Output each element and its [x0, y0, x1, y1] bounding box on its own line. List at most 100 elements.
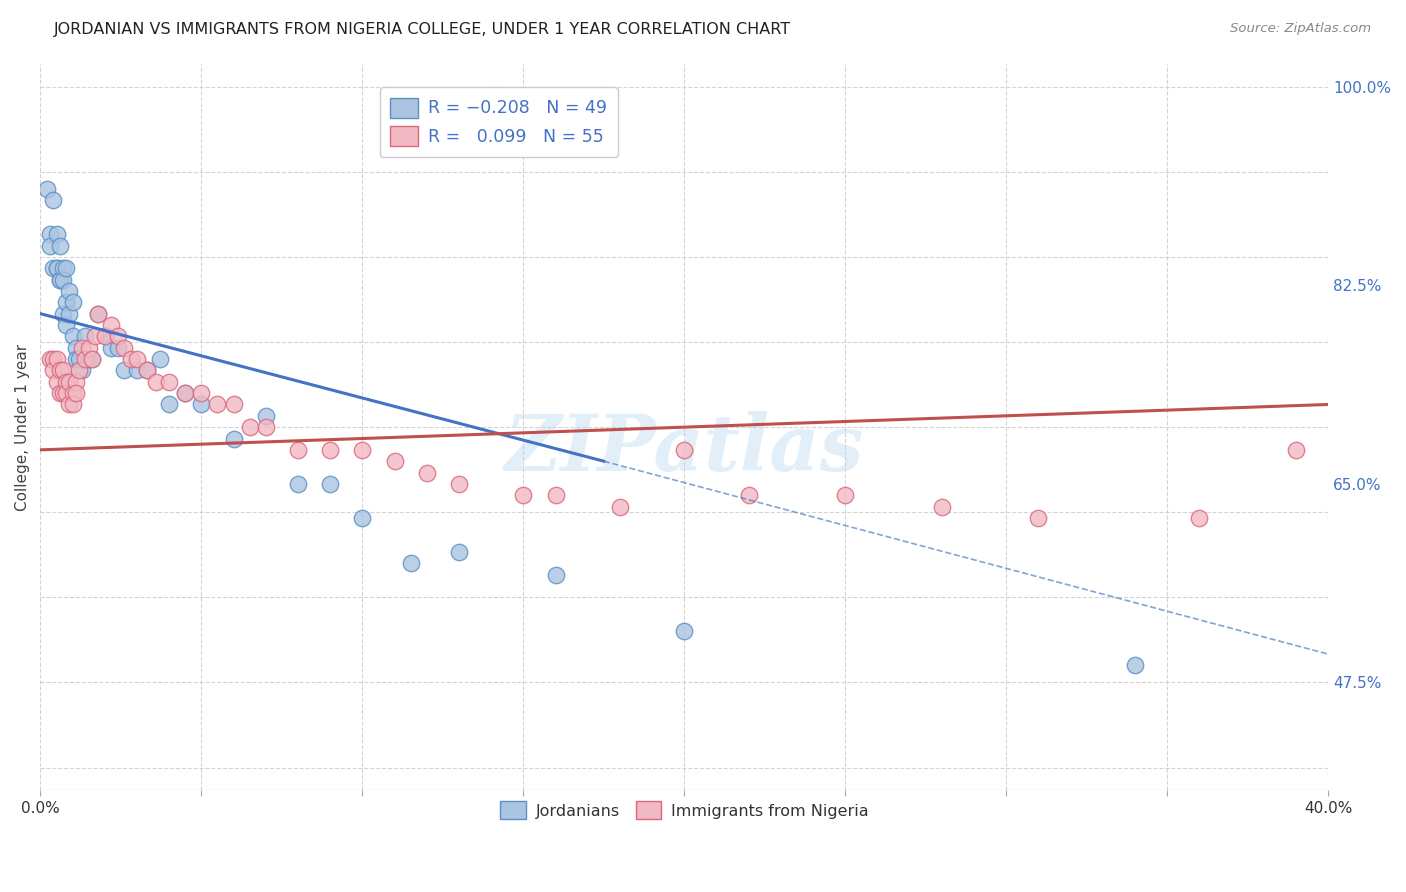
- Point: [80, 352, 103, 367]
- Point: [157, 397, 180, 411]
- Point: [352, 511, 374, 525]
- Legend: Jordanians, Immigrants from Nigeria: Jordanians, Immigrants from Nigeria: [494, 795, 875, 826]
- Point: [384, 454, 406, 468]
- Point: [45, 352, 67, 367]
- Point: [447, 545, 470, 559]
- Point: [673, 624, 696, 639]
- Point: [100, 341, 122, 355]
- Point: [609, 500, 631, 514]
- Point: [120, 352, 142, 367]
- Point: [737, 488, 759, 502]
- Text: ZIPatlas: ZIPatlas: [505, 410, 863, 487]
- Point: [42, 352, 65, 367]
- Point: [254, 409, 277, 423]
- Point: [48, 386, 70, 401]
- Point: [834, 488, 856, 502]
- Point: [35, 182, 58, 196]
- Point: [55, 261, 77, 276]
- Point: [55, 375, 77, 389]
- Point: [65, 352, 87, 367]
- Point: [1188, 511, 1211, 525]
- Point: [62, 295, 84, 310]
- Point: [174, 386, 197, 401]
- Text: JORDANIAN VS IMMIGRANTS FROM NIGERIA COLLEGE, UNDER 1 YEAR CORRELATION CHART: JORDANIAN VS IMMIGRANTS FROM NIGERIA COL…: [53, 22, 790, 37]
- Point: [107, 329, 129, 343]
- Point: [673, 442, 696, 457]
- Point: [58, 284, 80, 298]
- Point: [287, 476, 309, 491]
- Point: [254, 420, 277, 434]
- Point: [58, 397, 80, 411]
- Point: [94, 329, 117, 343]
- Point: [157, 375, 180, 389]
- Point: [39, 352, 62, 367]
- Point: [112, 341, 135, 355]
- Point: [931, 500, 953, 514]
- Point: [65, 375, 87, 389]
- Point: [135, 363, 157, 377]
- Point: [67, 352, 90, 367]
- Point: [319, 442, 342, 457]
- Point: [112, 363, 135, 377]
- Point: [148, 352, 170, 367]
- Point: [174, 386, 197, 401]
- Point: [107, 341, 129, 355]
- Point: [77, 341, 100, 355]
- Point: [62, 329, 84, 343]
- Point: [42, 261, 65, 276]
- Point: [239, 420, 262, 434]
- Point: [62, 397, 84, 411]
- Point: [55, 318, 77, 332]
- Point: [75, 329, 97, 343]
- Point: [62, 386, 84, 401]
- Point: [87, 307, 110, 321]
- Point: [80, 352, 103, 367]
- Point: [100, 318, 122, 332]
- Point: [55, 386, 77, 401]
- Point: [72, 363, 94, 377]
- Point: [45, 261, 67, 276]
- Point: [48, 273, 70, 287]
- Point: [222, 397, 245, 411]
- Point: [52, 273, 75, 287]
- Point: [84, 329, 107, 343]
- Point: [52, 386, 75, 401]
- Point: [207, 397, 229, 411]
- Point: [512, 488, 534, 502]
- Point: [352, 442, 374, 457]
- Point: [190, 397, 212, 411]
- Point: [58, 307, 80, 321]
- Point: [399, 557, 422, 571]
- Point: [42, 193, 65, 207]
- Point: [222, 432, 245, 446]
- Point: [544, 567, 567, 582]
- Point: [1285, 442, 1308, 457]
- Point: [45, 261, 67, 276]
- Point: [544, 488, 567, 502]
- Point: [135, 363, 157, 377]
- Point: [52, 363, 75, 377]
- Point: [52, 307, 75, 321]
- Point: [190, 386, 212, 401]
- Point: [447, 476, 470, 491]
- Point: [65, 341, 87, 355]
- Point: [52, 261, 75, 276]
- Point: [45, 227, 67, 242]
- Point: [94, 329, 117, 343]
- Point: [319, 476, 342, 491]
- Point: [75, 352, 97, 367]
- Text: Source: ZipAtlas.com: Source: ZipAtlas.com: [1230, 22, 1371, 36]
- Point: [125, 352, 148, 367]
- Point: [48, 273, 70, 287]
- Point: [72, 341, 94, 355]
- Point: [45, 375, 67, 389]
- Point: [39, 227, 62, 242]
- Point: [125, 363, 148, 377]
- Y-axis label: College, Under 1 year: College, Under 1 year: [15, 343, 30, 511]
- Point: [42, 363, 65, 377]
- Point: [145, 375, 167, 389]
- Point: [67, 363, 90, 377]
- Point: [39, 238, 62, 252]
- Point: [1028, 511, 1050, 525]
- Point: [65, 386, 87, 401]
